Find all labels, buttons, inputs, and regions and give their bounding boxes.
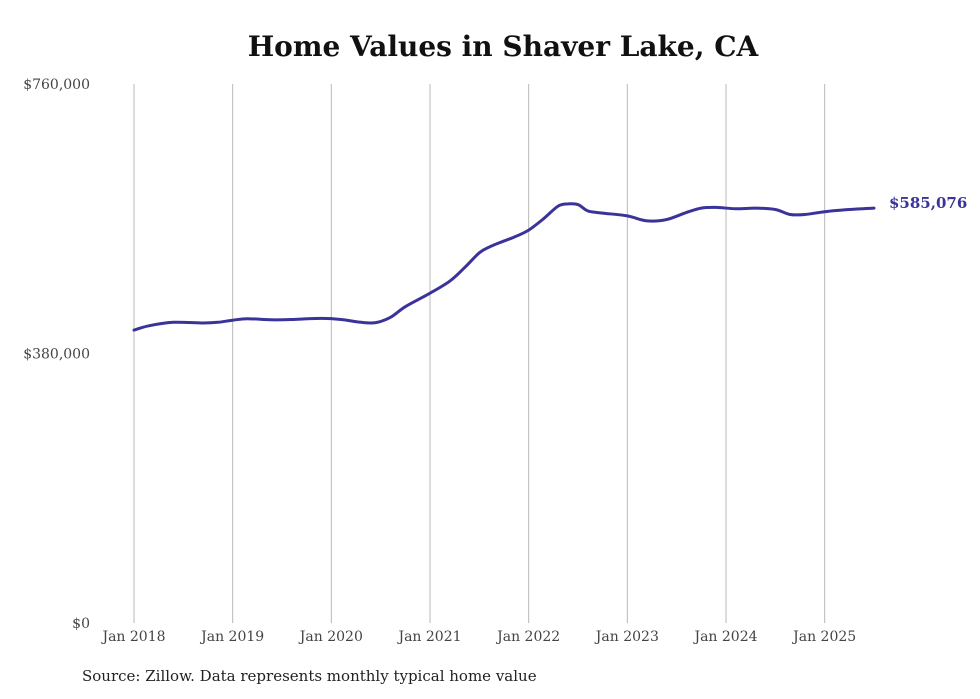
y-tick-label: $380,000 xyxy=(23,347,90,363)
y-axis-tick-labels: $0 $380,000 $760,000 xyxy=(23,77,90,632)
x-tick-label: Jan 2019 xyxy=(199,629,264,645)
x-tick-label: Jan 2023 xyxy=(594,629,659,645)
series-line-0 xyxy=(132,202,876,332)
x-tick-label: Jan 2018 xyxy=(100,629,165,645)
series-group xyxy=(132,202,876,332)
x-tick-label: Jan 2025 xyxy=(791,629,856,645)
x-tick-label: Jan 2024 xyxy=(692,629,757,645)
y-tick-label: $760,000 xyxy=(23,77,90,93)
x-axis-tick-labels: Jan 2018 Jan 2019 Jan 2020 Jan 2021 Jan 2022… xyxy=(100,629,856,645)
source-note: Source: Zillow. Data represents monthly … xyxy=(82,667,537,685)
end-value-label: $585,076 xyxy=(889,194,967,212)
x-tick-label: Jan 2020 xyxy=(298,629,363,645)
x-tick-label: Jan 2022 xyxy=(495,629,560,645)
x-tick-label: Jan 2021 xyxy=(396,629,461,645)
vertical-gridlines xyxy=(133,84,826,623)
chart-title: Home Values in Shaver Lake, CA xyxy=(247,30,759,63)
y-tick-label: $0 xyxy=(72,616,90,632)
